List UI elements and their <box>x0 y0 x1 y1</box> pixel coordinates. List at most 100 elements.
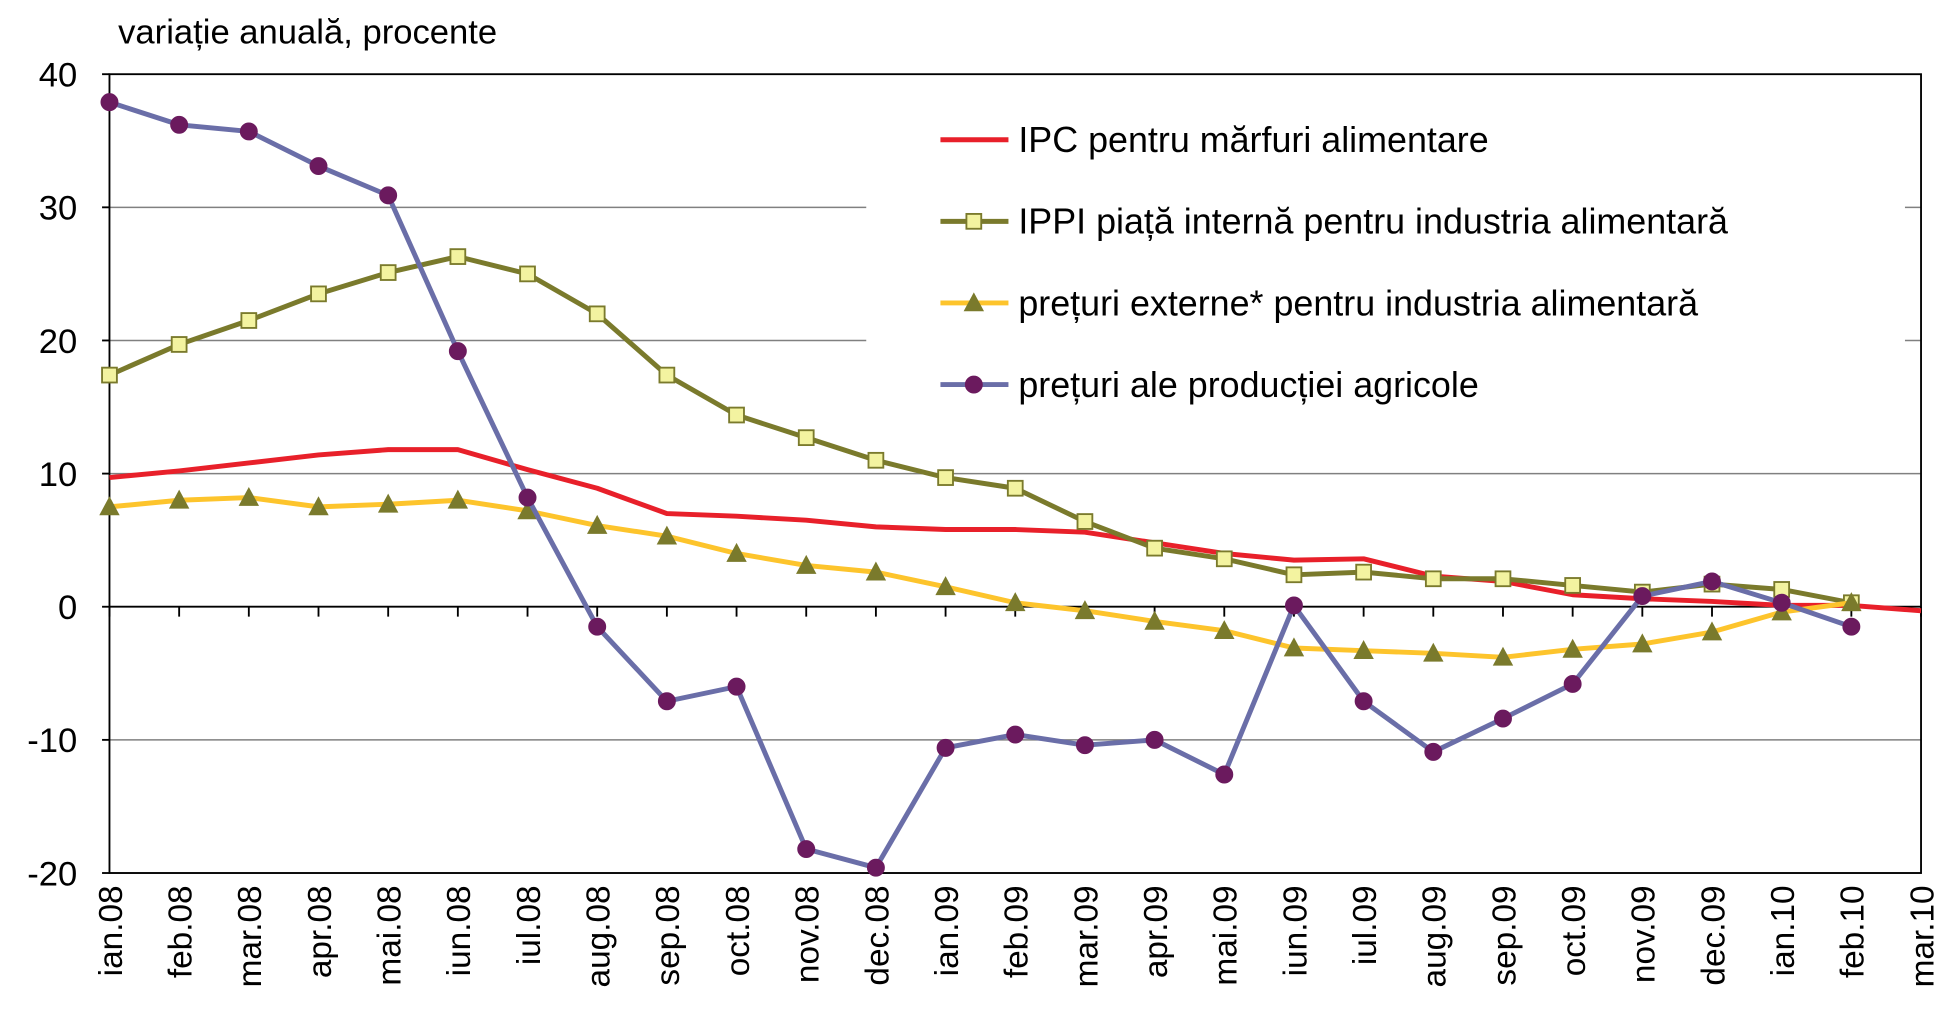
legend-label: prețuri ale producției agricole <box>1018 365 1478 405</box>
marker <box>964 375 983 394</box>
marker <box>1424 570 1442 588</box>
marker <box>1494 570 1512 588</box>
marker <box>965 212 983 230</box>
marker <box>1006 725 1025 744</box>
y-tick-label: 40 <box>39 57 77 95</box>
x-tick-label: nov.09 <box>1626 885 1663 983</box>
marker <box>170 336 188 353</box>
x-tick-label: iul.09 <box>1347 885 1384 965</box>
marker <box>1701 621 1723 641</box>
marker <box>1841 592 1862 612</box>
x-tick-label: oct.09 <box>1556 885 1593 976</box>
y-axis-label: variație anuală, procente <box>118 13 497 51</box>
marker <box>796 554 817 574</box>
marker <box>656 525 678 545</box>
y-tick-label: 20 <box>39 323 77 361</box>
marker <box>1424 742 1443 761</box>
marker <box>1285 566 1303 584</box>
x-tick-label: mar.09 <box>1068 885 1105 987</box>
marker <box>1772 593 1791 612</box>
marker <box>1145 730 1164 749</box>
marker <box>865 561 887 581</box>
marker <box>1423 642 1444 662</box>
y-tick-label: -20 <box>27 855 77 893</box>
x-tick-label: mar.10 <box>1904 885 1939 987</box>
marker <box>1633 587 1652 606</box>
marker <box>1146 539 1163 557</box>
marker <box>518 488 537 507</box>
marker <box>1563 674 1582 693</box>
x-tick-label: apr.09 <box>1138 885 1175 978</box>
marker <box>168 489 190 509</box>
x-tick-label: nov.08 <box>790 885 827 983</box>
x-tick-label: mai.08 <box>372 885 409 985</box>
x-tick-label: ian.09 <box>929 885 966 976</box>
marker <box>449 248 467 265</box>
marker <box>1006 479 1024 497</box>
x-tick-label: aug.09 <box>1417 885 1454 987</box>
marker <box>447 489 469 509</box>
y-tick-label: 30 <box>39 190 77 228</box>
marker <box>1353 640 1374 660</box>
marker <box>1283 637 1305 657</box>
x-tick-label: oct.08 <box>720 885 757 976</box>
y-tick-label: -10 <box>27 722 77 760</box>
y-tick-label: 10 <box>39 456 77 494</box>
marker <box>726 542 747 562</box>
marker <box>100 93 119 112</box>
x-tick-label: dec.09 <box>1695 885 1732 985</box>
marker <box>310 285 327 303</box>
x-tick-label: iun.09 <box>1277 885 1314 976</box>
series-line <box>109 447 1922 614</box>
marker <box>1215 550 1233 568</box>
x-tick-label: mai.09 <box>1208 885 1245 985</box>
marker <box>1075 736 1094 755</box>
marker <box>1842 617 1861 636</box>
x-tick-label: aug.08 <box>581 885 618 987</box>
marker <box>1005 592 1026 612</box>
marker <box>936 738 955 757</box>
marker <box>101 366 118 384</box>
marker <box>727 677 746 696</box>
marker <box>937 469 954 486</box>
marker <box>866 858 885 877</box>
marker <box>519 265 536 283</box>
legend-label: IPPI piață internă pentru industria alim… <box>1018 202 1728 242</box>
x-tick-label: feb.10 <box>1835 885 1872 978</box>
x-tick-label: sep.09 <box>1486 885 1523 985</box>
x-tick-label: apr.08 <box>302 885 339 978</box>
marker <box>1076 513 1094 530</box>
marker <box>238 486 260 506</box>
marker <box>588 305 606 323</box>
marker <box>379 186 398 205</box>
marker <box>1564 577 1582 594</box>
marker <box>963 292 985 312</box>
marker <box>377 493 399 513</box>
marker <box>588 617 607 636</box>
x-tick-label: ian.08 <box>93 885 130 976</box>
marker <box>448 342 467 361</box>
marker <box>935 576 956 596</box>
y-tick-label: 0 <box>58 589 77 627</box>
marker <box>586 514 608 534</box>
marker <box>1144 610 1165 630</box>
legend-box <box>866 105 1905 415</box>
marker <box>867 451 885 469</box>
marker <box>728 406 745 424</box>
marker <box>1494 709 1512 728</box>
legend-label: IPC pentru mărfuri alimentare <box>1018 120 1488 160</box>
marker <box>308 496 329 516</box>
marker <box>797 429 815 447</box>
legend-label: prețuri externe* pentru industria alimen… <box>1018 283 1698 323</box>
marker <box>1284 596 1303 615</box>
marker <box>657 692 676 711</box>
x-tick-label: dec.08 <box>859 885 896 985</box>
marker <box>1562 638 1583 658</box>
marker <box>1632 633 1653 653</box>
marker <box>240 312 258 329</box>
marker <box>1703 572 1721 591</box>
marker <box>1354 692 1373 711</box>
marker <box>1214 620 1235 640</box>
